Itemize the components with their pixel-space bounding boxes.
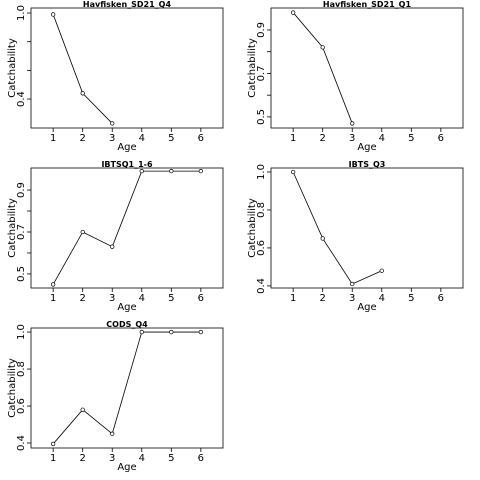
series-line <box>292 12 353 124</box>
x-axis-label: Age <box>357 302 376 313</box>
x-tick-label: 1 <box>290 133 296 144</box>
data-point <box>80 229 85 235</box>
panel: IBTS_Q3 Age Catchability 1 2 3 4 5 6 0.4 0.6 0.8 1.0 <box>247 160 464 313</box>
data-point <box>350 121 355 126</box>
x-tick-label: 4 <box>379 293 385 304</box>
x-tick-label: 6 <box>438 133 444 144</box>
x-tick-label: 5 <box>408 293 414 304</box>
y-tick-label: 1.0 <box>16 324 27 340</box>
y-axis-label: Catchability <box>247 198 258 258</box>
y-axis-label: Catchability <box>7 198 18 258</box>
x-axis-label: Age <box>117 302 136 313</box>
panel-title: IBTS_Q3 <box>349 160 386 169</box>
y-tick-label: 0.7 <box>16 224 27 240</box>
x-tick-label: 5 <box>408 133 414 144</box>
x-tick-label: 1 <box>50 453 56 464</box>
data-point <box>198 168 203 174</box>
x-axis-label: Age <box>117 142 136 153</box>
x-axis-label: Age <box>117 462 136 473</box>
x-tick-label: 6 <box>438 293 444 304</box>
y-tick-label: 0.4 <box>16 91 27 107</box>
x-tick-label: 5 <box>168 293 174 304</box>
y-tick-label: 1.0 <box>16 5 27 21</box>
y-tick-label: 1.0 <box>256 164 267 180</box>
x-tick-label: 2 <box>320 293 326 304</box>
data-point <box>51 12 56 17</box>
panel: CODS_Q4 Age Catchability 1 2 3 4 5 6 0.4 0.6 0.8 1.0 <box>7 320 224 473</box>
data-point <box>291 10 296 15</box>
series-line <box>52 331 201 445</box>
x-tick-label: 2 <box>320 133 326 144</box>
data-point <box>139 329 144 335</box>
panel: Havfisken_SD21_Q1 Age Catchability 1 2 3 4 5 6 0.… <box>247 0 464 153</box>
panel-title: IBTSQ1_1-6 <box>101 160 153 169</box>
plot-frame <box>270 167 464 289</box>
plot-frame <box>30 167 224 289</box>
y-tick-label: 0.9 <box>16 182 27 198</box>
panel-title: Havfisken_SD21_Q1 <box>323 0 412 9</box>
x-tick-label: 6 <box>198 453 204 464</box>
x-tick-label: 6 <box>198 293 204 304</box>
x-tick-label: 1 <box>50 293 56 304</box>
y-tick-label: 0.5 <box>256 109 267 125</box>
x-tick-label: 4 <box>139 133 145 144</box>
data-point <box>320 236 325 241</box>
x-tick-label: 1 <box>290 293 296 304</box>
x-tick-label: 2 <box>80 453 86 464</box>
data-point <box>169 168 174 174</box>
x-tick-label: 2 <box>80 293 86 304</box>
x-tick-label: 5 <box>168 133 174 144</box>
x-tick-label: 1 <box>50 133 56 144</box>
y-tick-label: 0.9 <box>256 22 267 38</box>
plot-frame <box>30 327 224 449</box>
data-point <box>80 91 85 96</box>
data-point <box>139 168 144 174</box>
data-point <box>291 169 296 175</box>
panel: IBTSQ1_1-6 Age Catchability 1 2 3 4 5 6 0.5 0.7 0.9 <box>7 160 224 313</box>
data-point <box>110 121 115 126</box>
y-axis-label: Catchability <box>7 38 18 98</box>
y-tick-label: 0.8 <box>16 361 27 377</box>
x-tick-label: 2 <box>80 133 86 144</box>
y-tick-label: 0.4 <box>256 278 267 294</box>
data-point <box>80 407 85 412</box>
data-point <box>350 281 355 287</box>
x-tick-label: 3 <box>109 293 115 304</box>
panel: Havfisken_SD21_Q4 Age Catchability 1 2 3 4 5 6 0.… <box>7 0 224 153</box>
x-tick-label: 3 <box>109 133 115 144</box>
panel-title: CODS_Q4 <box>106 320 148 329</box>
x-tick-label: 3 <box>109 453 115 464</box>
y-tick-label: 0.8 <box>256 202 267 218</box>
data-point <box>51 441 56 447</box>
plot-frame <box>270 7 464 129</box>
panel-title: Havfisken_SD21_Q4 <box>83 0 172 9</box>
series-line <box>52 170 201 285</box>
x-tick-label: 3 <box>349 293 355 304</box>
x-tick-label: 4 <box>139 453 145 464</box>
x-tick-label: 4 <box>379 133 385 144</box>
y-tick-label: 0.7 <box>256 65 267 81</box>
x-tick-label: 5 <box>168 453 174 464</box>
data-point <box>198 329 203 335</box>
x-tick-label: 6 <box>198 133 204 144</box>
x-axis-label: Age <box>357 142 376 153</box>
x-tick-label: 3 <box>349 133 355 144</box>
data-point <box>379 268 384 273</box>
plot-frame <box>30 7 224 129</box>
y-axis-label: Catchability <box>247 38 258 98</box>
data-point <box>51 282 56 287</box>
y-tick-label: 0.6 <box>256 240 267 256</box>
data-point <box>169 329 174 335</box>
x-tick-label: 4 <box>139 293 145 304</box>
y-tick-label: 0.6 <box>16 398 27 414</box>
y-tick-label: 0.4 <box>16 435 27 451</box>
y-axis-label: Catchability <box>7 358 18 418</box>
data-point <box>320 45 325 50</box>
series-line <box>52 14 113 124</box>
y-tick-label: 0.5 <box>16 266 27 282</box>
data-point <box>110 244 115 249</box>
series-line <box>292 171 382 285</box>
data-point <box>110 431 115 436</box>
